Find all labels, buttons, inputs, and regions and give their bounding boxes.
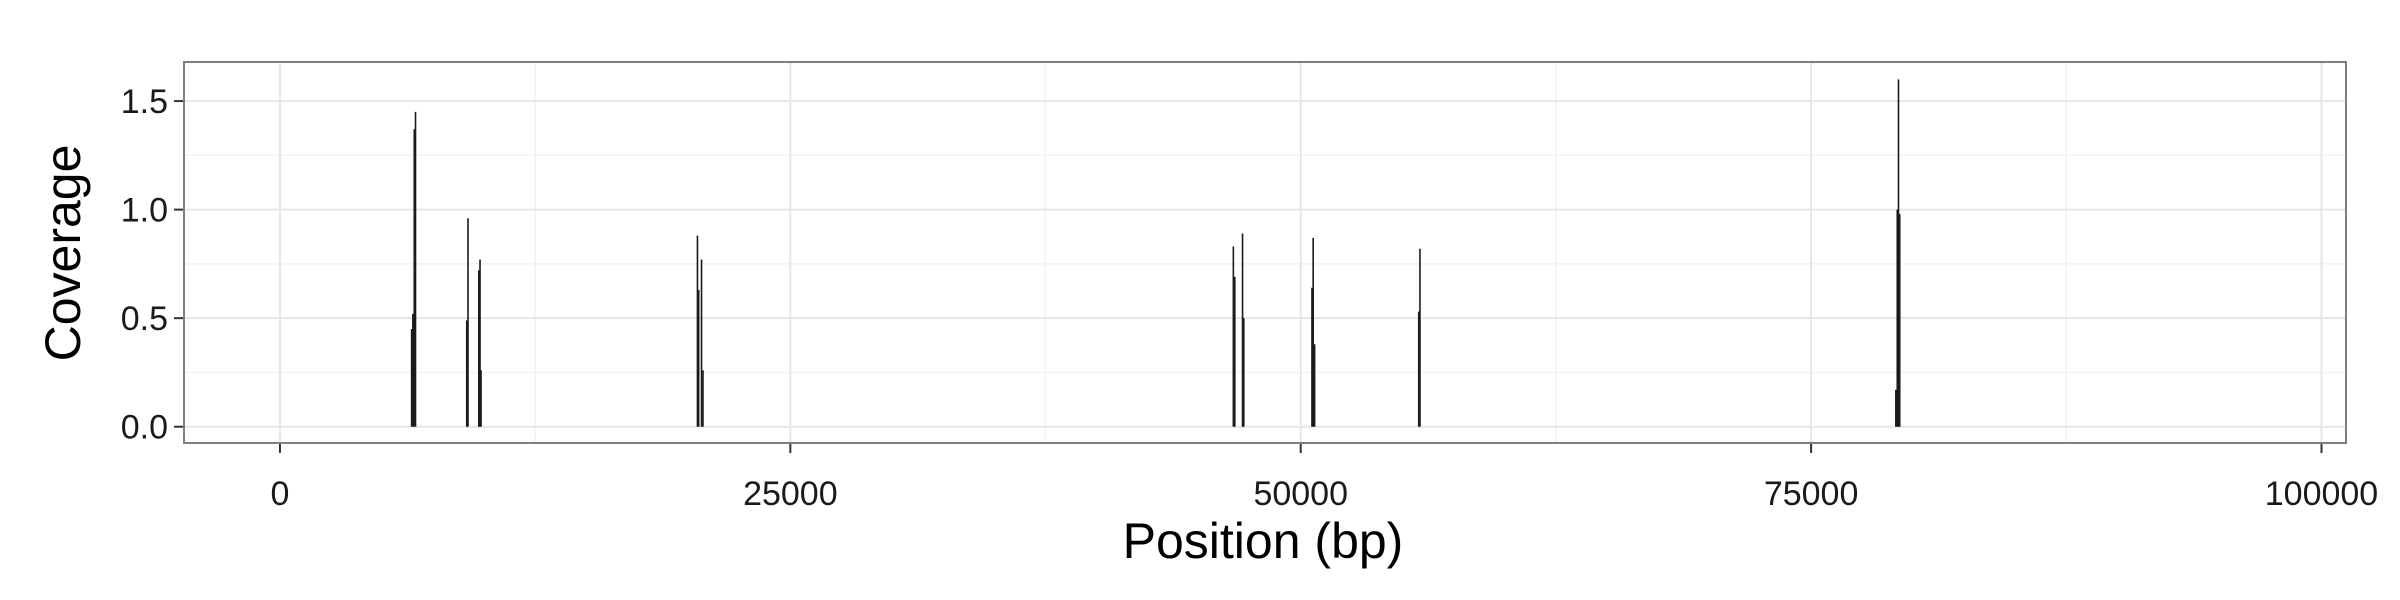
y-tick-label: 1.5 (121, 83, 168, 121)
x-tick-label: 50000 (1253, 475, 1348, 513)
grid-layer (184, 62, 2346, 443)
y-tick-label: 1.0 (121, 192, 168, 230)
y-tick-label: 0.5 (121, 300, 168, 338)
x-tick-label: 0 (270, 475, 289, 513)
x-axis-title: Position (bp) (1123, 513, 1404, 569)
bar-layer (410, 79, 1901, 427)
plot-panel (184, 62, 2346, 443)
tick-layer: 0 25000 50000 75000 100000 0.0 0.5 1.0 1.5 (121, 83, 2379, 513)
y-tick-label: 0.0 (121, 409, 168, 447)
x-tick-label: 25000 (743, 475, 838, 513)
y-axis-title: Coverage (35, 145, 91, 362)
x-tick-label: 75000 (1764, 475, 1859, 513)
x-tick-label: 100000 (2265, 475, 2378, 513)
plot-border (183, 61, 2347, 444)
